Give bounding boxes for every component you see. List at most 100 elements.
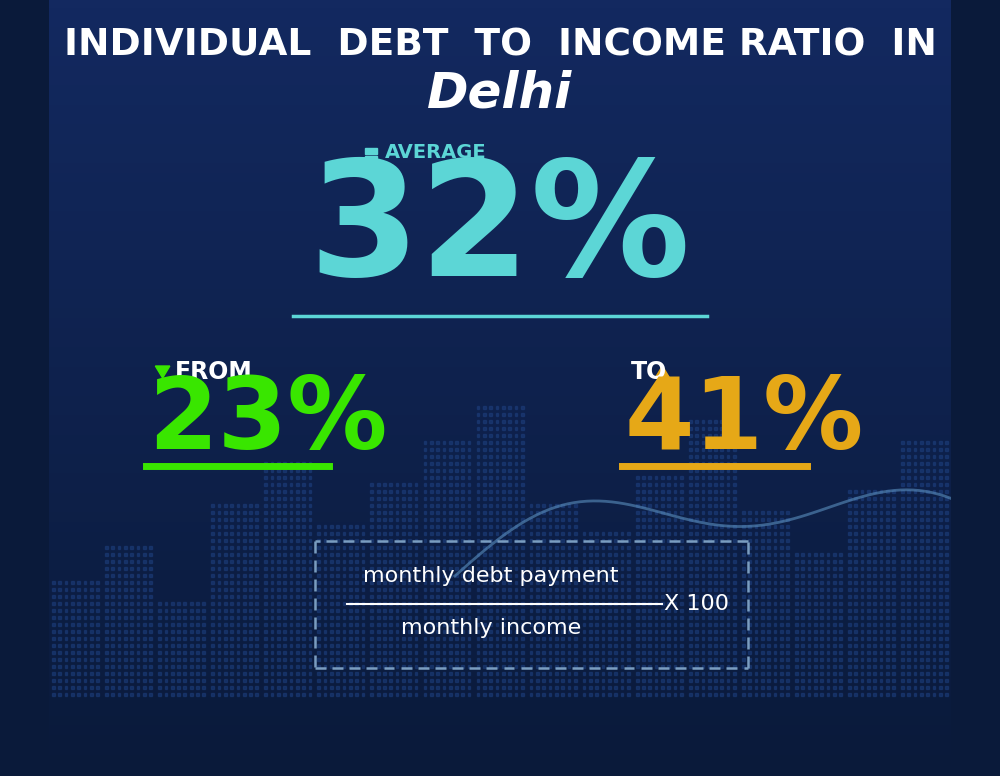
- Bar: [336, 679, 339, 682]
- Bar: [727, 616, 729, 619]
- Bar: [468, 644, 470, 647]
- Bar: [602, 546, 604, 549]
- Bar: [355, 630, 358, 633]
- Bar: [636, 693, 639, 696]
- Bar: [302, 539, 305, 542]
- Bar: [483, 693, 486, 696]
- Bar: [568, 588, 570, 591]
- Bar: [343, 693, 345, 696]
- Bar: [515, 595, 517, 598]
- Bar: [945, 483, 948, 486]
- Bar: [496, 665, 498, 668]
- Bar: [296, 567, 299, 570]
- Bar: [502, 553, 505, 556]
- Bar: [702, 539, 704, 542]
- Bar: [680, 490, 683, 493]
- Bar: [602, 651, 604, 654]
- Bar: [542, 546, 545, 549]
- Bar: [742, 518, 745, 521]
- Bar: [636, 546, 639, 549]
- Bar: [105, 567, 108, 570]
- Bar: [230, 504, 233, 507]
- Bar: [549, 532, 551, 535]
- Bar: [84, 658, 86, 661]
- Bar: [255, 693, 258, 696]
- Bar: [149, 630, 152, 633]
- Bar: [742, 686, 745, 689]
- Bar: [939, 581, 942, 584]
- Bar: [149, 644, 152, 647]
- Bar: [224, 630, 227, 633]
- Bar: [224, 574, 227, 577]
- Bar: [402, 595, 405, 598]
- Bar: [748, 574, 751, 577]
- Bar: [714, 525, 717, 528]
- Bar: [49, 726, 951, 737]
- Bar: [165, 658, 167, 661]
- Bar: [317, 546, 320, 549]
- Bar: [742, 525, 745, 528]
- Bar: [302, 469, 305, 472]
- Bar: [555, 525, 558, 528]
- Bar: [827, 574, 829, 577]
- Bar: [568, 644, 570, 647]
- Bar: [848, 609, 851, 612]
- Bar: [608, 686, 611, 689]
- Bar: [774, 686, 776, 689]
- Bar: [508, 518, 511, 521]
- Bar: [680, 511, 683, 514]
- Bar: [708, 665, 711, 668]
- Bar: [761, 672, 764, 675]
- Bar: [436, 448, 439, 451]
- Bar: [443, 637, 445, 640]
- Bar: [277, 672, 280, 675]
- Bar: [733, 623, 736, 626]
- Bar: [680, 581, 683, 584]
- Bar: [733, 560, 736, 563]
- Bar: [290, 539, 292, 542]
- Bar: [714, 672, 717, 675]
- Bar: [748, 651, 751, 654]
- Bar: [143, 581, 146, 584]
- Bar: [249, 546, 252, 549]
- Bar: [761, 602, 764, 605]
- Bar: [96, 595, 99, 598]
- Bar: [111, 665, 114, 668]
- Bar: [502, 595, 505, 598]
- Bar: [296, 518, 299, 521]
- Bar: [530, 609, 532, 612]
- Bar: [561, 595, 564, 598]
- Bar: [521, 476, 524, 479]
- Bar: [926, 511, 929, 514]
- Bar: [461, 658, 464, 661]
- Bar: [355, 532, 358, 535]
- Bar: [542, 581, 545, 584]
- Bar: [202, 609, 205, 612]
- Bar: [873, 490, 876, 493]
- Bar: [383, 679, 386, 682]
- Bar: [449, 553, 452, 556]
- Bar: [461, 679, 464, 682]
- Bar: [255, 546, 258, 549]
- Bar: [774, 693, 776, 696]
- Bar: [324, 651, 326, 654]
- Bar: [667, 679, 670, 682]
- Bar: [355, 560, 358, 563]
- Bar: [521, 525, 524, 528]
- Bar: [542, 518, 545, 521]
- Bar: [455, 686, 458, 689]
- Bar: [886, 658, 889, 661]
- Bar: [202, 658, 205, 661]
- Bar: [914, 532, 916, 535]
- Bar: [848, 525, 851, 528]
- Bar: [661, 637, 664, 640]
- Bar: [224, 609, 227, 612]
- Bar: [549, 567, 551, 570]
- Bar: [149, 560, 152, 563]
- Bar: [324, 679, 326, 682]
- Bar: [939, 560, 942, 563]
- Text: FROM: FROM: [175, 360, 253, 384]
- Bar: [695, 490, 698, 493]
- Bar: [370, 539, 373, 542]
- Bar: [521, 658, 524, 661]
